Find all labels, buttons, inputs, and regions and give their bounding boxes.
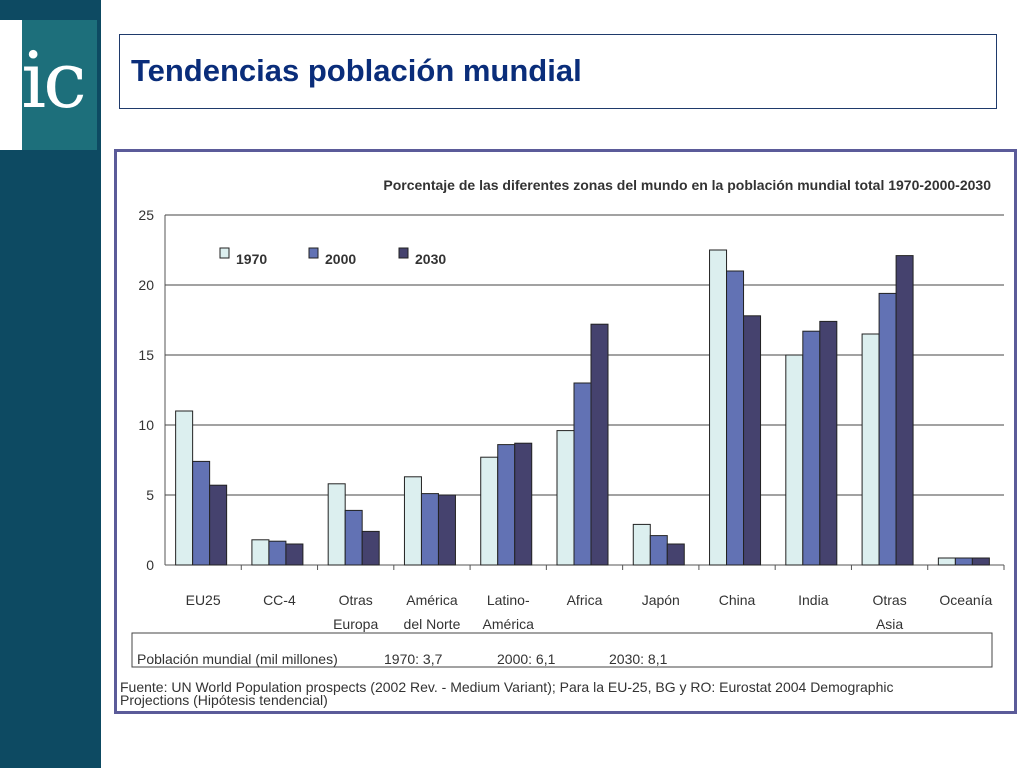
source-note: Fuente: UN World Population prospects (2… xyxy=(120,679,893,708)
logo-text: uic xyxy=(0,36,87,126)
bar-2000 xyxy=(344,509,363,566)
chart-title: Porcentaje de las diferentes zonas del m… xyxy=(383,177,991,193)
x-tick-label: Latino- xyxy=(487,592,530,608)
bar-1970 xyxy=(327,483,346,566)
bar-chart: 0 5 10 15 20 25 EU25 CC-4 Otras Europa América del… xyxy=(120,177,1005,708)
y-tick-label: 15 xyxy=(138,347,154,363)
bar-2030 xyxy=(590,323,609,566)
bar-1970 xyxy=(785,354,804,566)
y-tick-labels: 0 5 10 15 20 25 xyxy=(138,207,154,573)
slide-title: Tendencias población mundial xyxy=(131,53,582,88)
population-entry: 2000: 6,1 xyxy=(497,651,556,667)
bar-2000 xyxy=(192,460,211,566)
x-tick-label: del Norte xyxy=(404,616,461,632)
bar-1970 xyxy=(251,539,270,566)
bar-2030 xyxy=(514,442,533,566)
bar-2000 xyxy=(497,444,516,566)
uic-logo: uic xyxy=(0,20,97,150)
bar-1970 xyxy=(403,476,422,566)
population-box-border xyxy=(131,632,993,668)
x-tick-label: CC-4 xyxy=(263,592,296,608)
source-line: Projections (Hipótesis tendencial) xyxy=(120,692,328,708)
bar-2030 xyxy=(666,543,685,566)
x-tick-label: Asia xyxy=(876,616,903,632)
bar-2030 xyxy=(361,530,380,566)
bar-2000 xyxy=(420,493,439,566)
bar-1970 xyxy=(556,430,575,566)
x-tick-label: Japón xyxy=(642,592,680,608)
x-tick-label: China xyxy=(719,592,756,608)
title-box: Tendencias población mundial xyxy=(119,34,997,109)
bar-2000 xyxy=(726,270,745,566)
bar-2000 xyxy=(573,382,592,566)
bar-2030 xyxy=(895,255,914,566)
bar-1970 xyxy=(480,456,499,566)
y-tick-label: 10 xyxy=(138,417,154,433)
bar-2030 xyxy=(285,543,304,566)
legend-label: 1970 xyxy=(236,251,267,267)
bar-2000 xyxy=(878,292,897,566)
y-tick-label: 25 xyxy=(138,207,154,223)
y-tick-label: 0 xyxy=(146,557,154,573)
legend: 1970 2000 2030 xyxy=(219,247,446,267)
population-entry: 2030: 8,1 xyxy=(609,651,668,667)
bar-2000 xyxy=(649,535,668,566)
legend-swatch xyxy=(398,247,409,259)
bar-2000 xyxy=(268,540,287,566)
legend-label: 2030 xyxy=(415,251,446,267)
x-tick-label: Europa xyxy=(333,616,378,632)
bar-1970 xyxy=(937,557,956,566)
x-tick-label: América xyxy=(483,616,535,632)
x-tick-label: Africa xyxy=(567,592,603,608)
y-tick-label: 5 xyxy=(146,487,154,503)
bar-1970 xyxy=(632,523,651,566)
population-label: Población mundial (mil millones) xyxy=(137,651,338,667)
legend-label: 2000 xyxy=(325,251,356,267)
bar-2030 xyxy=(437,494,456,566)
bar-2030 xyxy=(819,320,838,566)
population-box: Población mundial (mil millones) 1970: 3,… xyxy=(131,632,993,668)
bar-1970 xyxy=(175,410,194,566)
x-tick-label: Oceanía xyxy=(939,592,992,608)
x-tick-label: EU25 xyxy=(186,592,221,608)
bar-groups xyxy=(175,249,990,566)
logo-white-band xyxy=(0,20,22,150)
x-tick-label: India xyxy=(798,592,829,608)
bar-2030 xyxy=(743,315,762,566)
bar-1970 xyxy=(709,249,728,566)
bar-2000 xyxy=(954,557,973,566)
bar-2000 xyxy=(802,330,821,566)
bar-1970 xyxy=(861,333,880,566)
x-tick-label: América xyxy=(406,592,458,608)
y-tick-label: 20 xyxy=(138,277,154,293)
bar-2030 xyxy=(971,557,990,566)
bar-2030 xyxy=(209,484,228,566)
legend-swatch xyxy=(308,247,319,259)
x-tick-label: Otras xyxy=(872,592,906,608)
x-tick-labels: EU25 CC-4 Otras Europa América del Norte Latin… xyxy=(186,565,1005,632)
source-line: Fuente: UN World Population prospects (2… xyxy=(120,679,893,695)
population-entry: 1970: 3,7 xyxy=(384,651,443,667)
legend-swatch xyxy=(219,247,230,259)
chart-frame: 0 5 10 15 20 25 EU25 CC-4 Otras Europa América del… xyxy=(114,149,1017,714)
x-tick-label: Otras xyxy=(339,592,373,608)
